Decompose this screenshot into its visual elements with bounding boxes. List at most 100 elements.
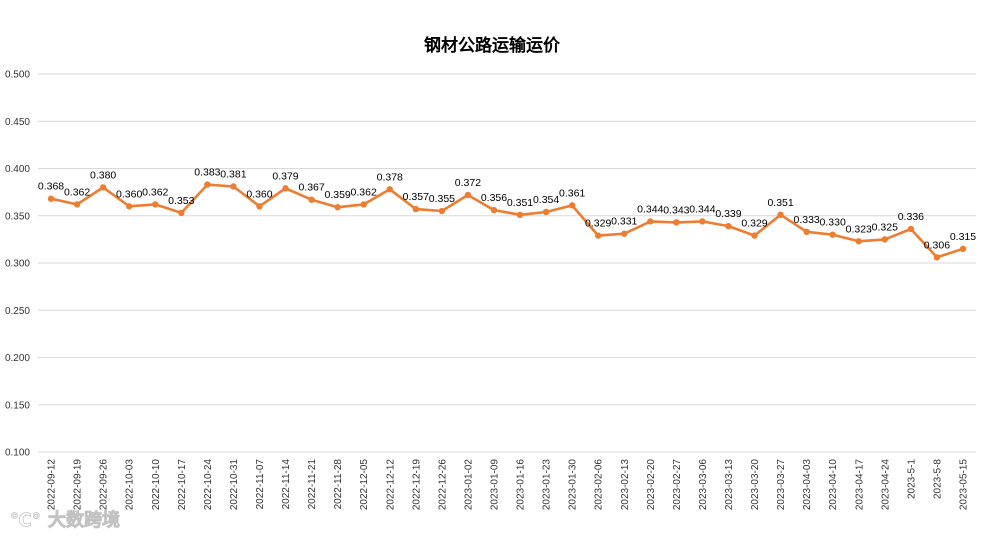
data-label: 0.372 bbox=[455, 177, 481, 189]
data-label: 0.360 bbox=[246, 188, 272, 200]
x-axis-ticks: 2022-09-12 2022-09-19 2022-09-26 2022-10-03… bbox=[47, 459, 970, 511]
y-tick-label: 0.350 bbox=[5, 211, 30, 222]
data-point bbox=[621, 230, 628, 237]
data-label: 0.362 bbox=[351, 186, 377, 198]
data-label: 0.356 bbox=[481, 192, 507, 204]
x-tick-label: 2023-01-09 bbox=[489, 459, 500, 511]
x-tick-label: 2023-05-15 bbox=[958, 459, 969, 511]
x-tick-label: 2022-12-26 bbox=[437, 459, 448, 511]
data-point bbox=[438, 207, 446, 215]
data-point bbox=[568, 202, 576, 209]
x-tick-label: 2022-09-19 bbox=[73, 459, 84, 511]
y-tick-label: 0.450 bbox=[5, 117, 30, 128]
data-point bbox=[152, 201, 159, 208]
data-label: 0.381 bbox=[220, 168, 246, 180]
data-label: 0.367 bbox=[298, 182, 324, 194]
x-tick-label: 2022-12-12 bbox=[385, 459, 396, 511]
y-tick-label: 0.400 bbox=[5, 164, 30, 175]
x-tick-label: 2022-10-31 bbox=[229, 459, 240, 511]
data-label: 0.383 bbox=[194, 167, 220, 179]
y-axis-ticks: 0.100 0.150 0.200 0.250 0.300 0.350 0.400 0.450… bbox=[5, 70, 30, 459]
data-label: 0.378 bbox=[377, 171, 403, 183]
y-tick-label: 0.250 bbox=[5, 306, 30, 317]
x-tick-label: 2023-02-20 bbox=[646, 459, 657, 511]
data-point bbox=[99, 184, 107, 191]
data-point bbox=[777, 211, 784, 219]
x-tick-label: 2022-10-10 bbox=[151, 459, 162, 511]
data-label: 0.325 bbox=[872, 221, 898, 233]
data-label: 0.354 bbox=[533, 194, 559, 206]
data-point bbox=[464, 191, 472, 199]
x-tick-label: 2022-10-03 bbox=[125, 459, 136, 511]
data-point bbox=[594, 232, 602, 239]
gridlines bbox=[38, 73, 976, 453]
x-tick-label: 2023-04-17 bbox=[854, 459, 865, 511]
y-tick-label: 0.500 bbox=[5, 70, 30, 81]
data-point bbox=[933, 254, 941, 261]
x-tick-label: 2023-5-1 bbox=[906, 459, 917, 499]
data-label: 0.329 bbox=[741, 218, 767, 230]
watermark-text: 大数跨境 bbox=[48, 509, 120, 531]
data-label: 0.333 bbox=[793, 214, 819, 226]
data-point bbox=[230, 183, 237, 190]
data-point bbox=[855, 238, 862, 245]
data-label: 0.379 bbox=[272, 170, 298, 182]
x-tick-label: 2023-01-23 bbox=[542, 459, 553, 511]
chart-title: 钢材公路运输运价 bbox=[424, 35, 561, 56]
data-label: 0.336 bbox=[898, 211, 924, 223]
data-label: 0.344 bbox=[689, 203, 715, 215]
data-point bbox=[907, 225, 915, 233]
series-price bbox=[47, 181, 967, 261]
x-tick-label: 2023-04-03 bbox=[802, 459, 813, 511]
data-point bbox=[751, 232, 758, 239]
watermark: ℃° 大数跨境 bbox=[10, 509, 121, 532]
data-label: 0.330 bbox=[820, 217, 846, 229]
data-point bbox=[725, 222, 732, 230]
data-point bbox=[308, 196, 315, 203]
data-label: 0.357 bbox=[403, 191, 429, 203]
x-tick-label: 2023-03-27 bbox=[776, 459, 787, 511]
data-label: 0.362 bbox=[64, 186, 90, 198]
x-tick-label: 2023-5-8 bbox=[932, 459, 943, 499]
series-line bbox=[50, 183, 964, 259]
data-point bbox=[412, 205, 420, 213]
x-tick-label: 2022-10-17 bbox=[177, 459, 188, 511]
data-point bbox=[386, 186, 393, 193]
x-tick-label: 2022-11-14 bbox=[281, 459, 292, 510]
y-tick-label: 0.150 bbox=[5, 400, 30, 411]
data-point bbox=[959, 245, 967, 253]
data-point bbox=[647, 218, 654, 225]
data-label: 0.323 bbox=[846, 223, 872, 235]
data-point bbox=[125, 203, 133, 210]
y-tick-label: 0.300 bbox=[5, 259, 30, 270]
data-label: 0.306 bbox=[924, 239, 950, 251]
x-tick-label: 2023-01-16 bbox=[516, 459, 527, 511]
watermark-logo-icon: ℃° bbox=[10, 510, 41, 531]
data-label: 0.351 bbox=[507, 197, 533, 209]
data-point bbox=[542, 208, 550, 216]
data-label: 0.315 bbox=[950, 231, 976, 243]
data-point bbox=[673, 219, 680, 226]
data-point bbox=[516, 211, 524, 219]
data-label: 0.355 bbox=[429, 193, 455, 205]
x-tick-label: 2023-03-20 bbox=[750, 459, 761, 511]
x-tick-label: 2022-12-19 bbox=[411, 459, 422, 511]
data-point bbox=[204, 181, 211, 188]
x-tick-label: 2022-11-07 bbox=[255, 459, 266, 510]
data-point bbox=[699, 218, 706, 225]
data-point bbox=[829, 231, 836, 238]
data-label: 0.339 bbox=[715, 208, 741, 220]
data-label: 0.344 bbox=[637, 203, 663, 215]
data-point bbox=[490, 206, 498, 214]
data-point bbox=[47, 195, 55, 202]
y-tick-label: 0.200 bbox=[5, 353, 30, 364]
data-label: 0.331 bbox=[611, 216, 637, 228]
x-tick-label: 2023-04-24 bbox=[880, 459, 891, 511]
data-label: 0.343 bbox=[663, 204, 689, 216]
x-tick-label: 2022-11-28 bbox=[333, 459, 344, 510]
x-tick-label: 2022-11-21 bbox=[307, 459, 318, 510]
data-point bbox=[881, 236, 889, 243]
data-label: 0.359 bbox=[324, 189, 350, 201]
